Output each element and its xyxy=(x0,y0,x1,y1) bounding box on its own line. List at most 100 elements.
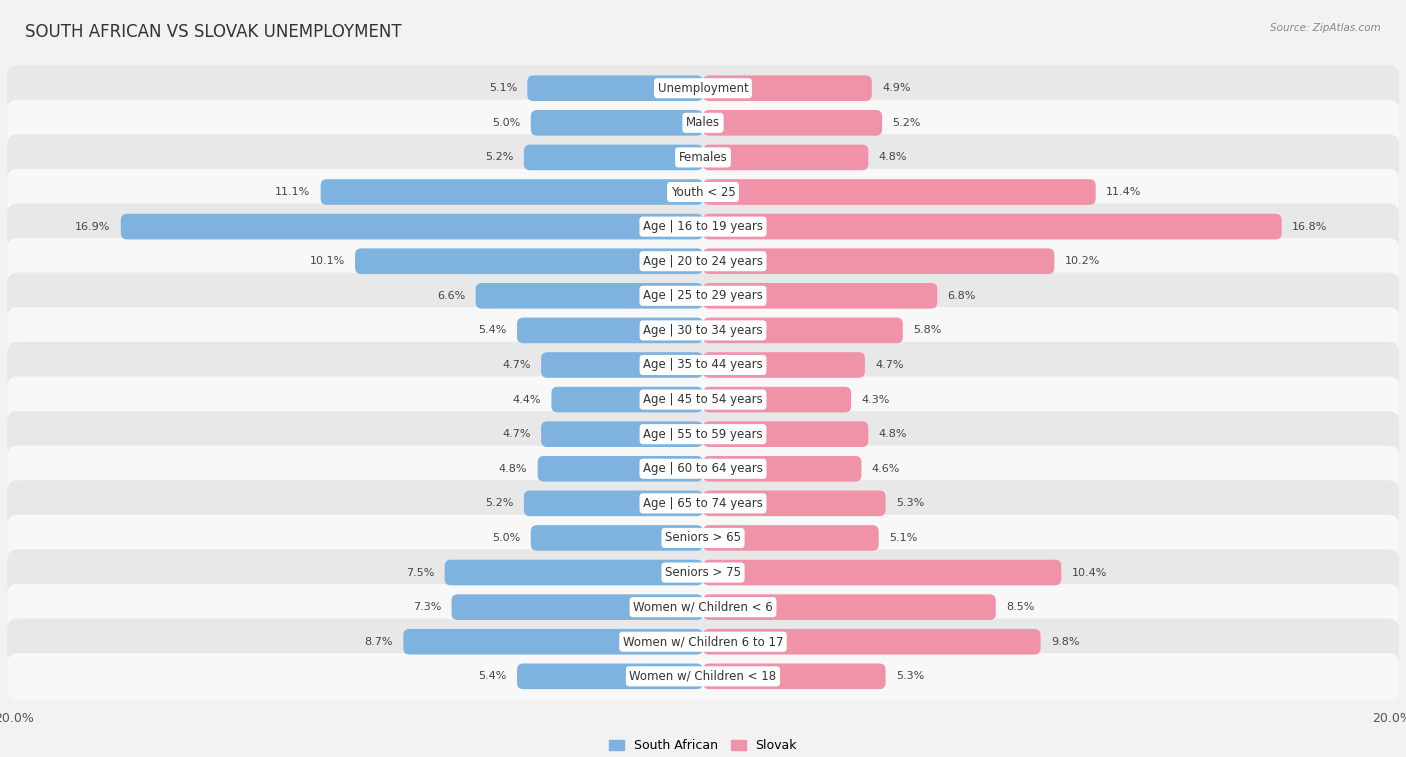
FancyBboxPatch shape xyxy=(7,618,1399,665)
FancyBboxPatch shape xyxy=(7,584,1399,631)
Text: 11.1%: 11.1% xyxy=(276,187,311,197)
Text: 5.4%: 5.4% xyxy=(478,326,506,335)
Text: Seniors > 65: Seniors > 65 xyxy=(665,531,741,544)
FancyBboxPatch shape xyxy=(7,376,1399,422)
FancyBboxPatch shape xyxy=(703,248,1054,274)
Text: 5.2%: 5.2% xyxy=(485,152,513,163)
Text: 16.9%: 16.9% xyxy=(75,222,111,232)
Text: Women w/ Children < 6: Women w/ Children < 6 xyxy=(633,600,773,614)
FancyBboxPatch shape xyxy=(703,76,872,101)
Text: 4.3%: 4.3% xyxy=(862,394,890,404)
FancyBboxPatch shape xyxy=(321,179,703,205)
Text: Age | 45 to 54 years: Age | 45 to 54 years xyxy=(643,393,763,406)
FancyBboxPatch shape xyxy=(703,283,938,309)
Text: 10.4%: 10.4% xyxy=(1071,568,1107,578)
Text: 4.7%: 4.7% xyxy=(502,429,531,439)
FancyBboxPatch shape xyxy=(517,664,703,689)
FancyBboxPatch shape xyxy=(517,318,703,343)
FancyBboxPatch shape xyxy=(7,307,1399,354)
FancyBboxPatch shape xyxy=(703,525,879,551)
Text: Age | 20 to 24 years: Age | 20 to 24 years xyxy=(643,254,763,268)
FancyBboxPatch shape xyxy=(703,145,869,170)
FancyBboxPatch shape xyxy=(7,169,1399,215)
Text: 4.4%: 4.4% xyxy=(513,394,541,404)
Text: 5.4%: 5.4% xyxy=(478,671,506,681)
Text: Women w/ Children < 18: Women w/ Children < 18 xyxy=(630,670,776,683)
FancyBboxPatch shape xyxy=(703,318,903,343)
Text: 4.8%: 4.8% xyxy=(879,152,907,163)
Text: Source: ZipAtlas.com: Source: ZipAtlas.com xyxy=(1270,23,1381,33)
FancyBboxPatch shape xyxy=(7,238,1399,285)
Text: 7.3%: 7.3% xyxy=(413,602,441,612)
FancyBboxPatch shape xyxy=(7,134,1399,181)
Text: 4.9%: 4.9% xyxy=(882,83,911,93)
Text: Females: Females xyxy=(679,151,727,164)
FancyBboxPatch shape xyxy=(7,446,1399,492)
Text: Seniors > 75: Seniors > 75 xyxy=(665,566,741,579)
Text: 11.4%: 11.4% xyxy=(1107,187,1142,197)
Text: 5.1%: 5.1% xyxy=(889,533,917,543)
Text: 8.5%: 8.5% xyxy=(1007,602,1035,612)
FancyBboxPatch shape xyxy=(7,65,1399,111)
FancyBboxPatch shape xyxy=(404,629,703,655)
FancyBboxPatch shape xyxy=(703,387,851,413)
Text: 5.0%: 5.0% xyxy=(492,533,520,543)
Text: 5.2%: 5.2% xyxy=(893,118,921,128)
Text: 4.7%: 4.7% xyxy=(875,360,904,370)
Text: SOUTH AFRICAN VS SLOVAK UNEMPLOYMENT: SOUTH AFRICAN VS SLOVAK UNEMPLOYMENT xyxy=(25,23,402,41)
FancyBboxPatch shape xyxy=(703,213,1282,239)
Text: 6.6%: 6.6% xyxy=(437,291,465,301)
Text: Age | 55 to 59 years: Age | 55 to 59 years xyxy=(643,428,763,441)
Text: Unemployment: Unemployment xyxy=(658,82,748,95)
FancyBboxPatch shape xyxy=(7,204,1399,250)
Text: Males: Males xyxy=(686,117,720,129)
FancyBboxPatch shape xyxy=(703,110,882,136)
Text: 5.2%: 5.2% xyxy=(485,498,513,509)
FancyBboxPatch shape xyxy=(703,559,1062,585)
Text: Age | 30 to 34 years: Age | 30 to 34 years xyxy=(643,324,763,337)
FancyBboxPatch shape xyxy=(7,342,1399,388)
FancyBboxPatch shape xyxy=(537,456,703,481)
FancyBboxPatch shape xyxy=(444,559,703,585)
FancyBboxPatch shape xyxy=(703,422,869,447)
Text: 10.2%: 10.2% xyxy=(1064,256,1099,266)
Text: 8.7%: 8.7% xyxy=(364,637,392,646)
FancyBboxPatch shape xyxy=(524,491,703,516)
Legend: South African, Slovak: South African, Slovak xyxy=(609,740,797,752)
FancyBboxPatch shape xyxy=(541,422,703,447)
FancyBboxPatch shape xyxy=(7,480,1399,527)
FancyBboxPatch shape xyxy=(551,387,703,413)
Text: 10.1%: 10.1% xyxy=(309,256,344,266)
Text: 4.8%: 4.8% xyxy=(879,429,907,439)
FancyBboxPatch shape xyxy=(703,179,1095,205)
FancyBboxPatch shape xyxy=(7,515,1399,561)
Text: Age | 16 to 19 years: Age | 16 to 19 years xyxy=(643,220,763,233)
FancyBboxPatch shape xyxy=(7,550,1399,596)
Text: 7.5%: 7.5% xyxy=(406,568,434,578)
FancyBboxPatch shape xyxy=(703,629,1040,655)
Text: 16.8%: 16.8% xyxy=(1292,222,1327,232)
FancyBboxPatch shape xyxy=(7,653,1399,699)
FancyBboxPatch shape xyxy=(7,411,1399,457)
Text: 5.3%: 5.3% xyxy=(896,498,924,509)
FancyBboxPatch shape xyxy=(531,525,703,551)
FancyBboxPatch shape xyxy=(121,213,703,239)
FancyBboxPatch shape xyxy=(7,100,1399,146)
FancyBboxPatch shape xyxy=(475,283,703,309)
FancyBboxPatch shape xyxy=(541,352,703,378)
FancyBboxPatch shape xyxy=(703,664,886,689)
Text: Age | 25 to 29 years: Age | 25 to 29 years xyxy=(643,289,763,302)
FancyBboxPatch shape xyxy=(356,248,703,274)
FancyBboxPatch shape xyxy=(451,594,703,620)
Text: 5.8%: 5.8% xyxy=(912,326,942,335)
FancyBboxPatch shape xyxy=(703,352,865,378)
Text: 5.3%: 5.3% xyxy=(896,671,924,681)
Text: 5.0%: 5.0% xyxy=(492,118,520,128)
Text: Youth < 25: Youth < 25 xyxy=(671,185,735,198)
Text: Age | 65 to 74 years: Age | 65 to 74 years xyxy=(643,497,763,510)
Text: 5.1%: 5.1% xyxy=(489,83,517,93)
Text: 6.8%: 6.8% xyxy=(948,291,976,301)
FancyBboxPatch shape xyxy=(703,491,886,516)
Text: Age | 60 to 64 years: Age | 60 to 64 years xyxy=(643,463,763,475)
FancyBboxPatch shape xyxy=(531,110,703,136)
